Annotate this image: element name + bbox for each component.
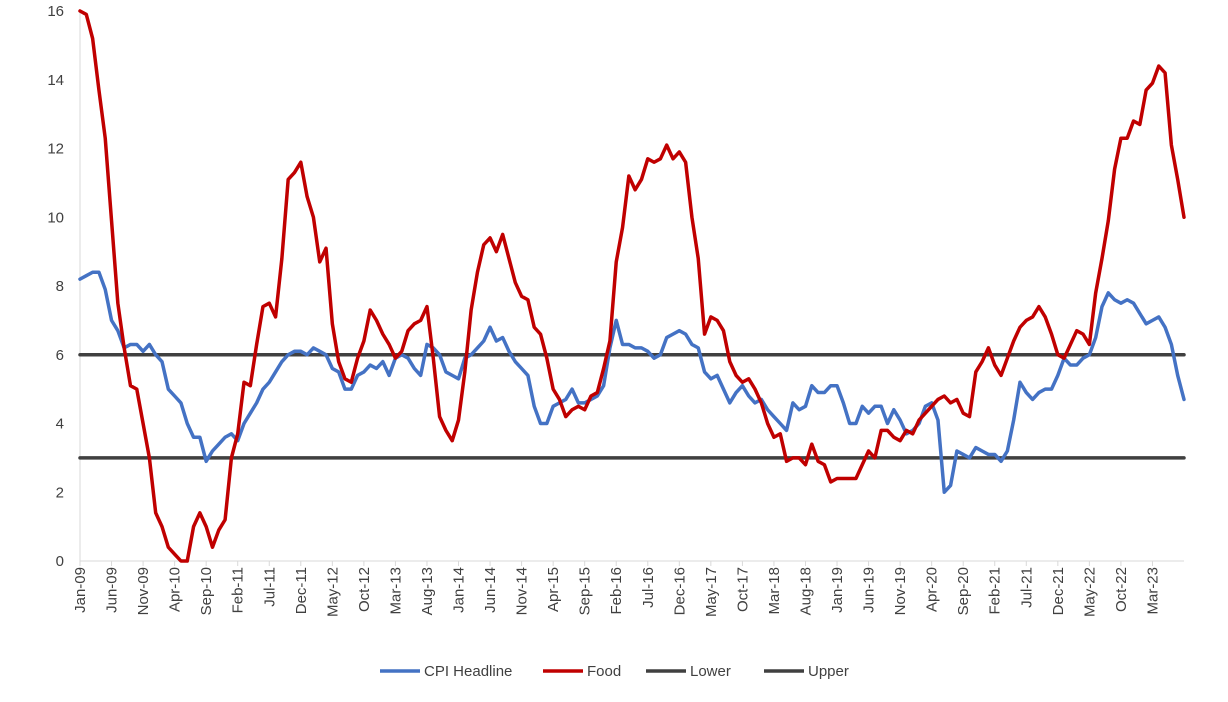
x-tick-label: Jun-14: [482, 567, 499, 613]
x-tick-label: Apr-10: [167, 567, 184, 612]
legend-item-upper: Upper: [764, 663, 849, 680]
y-axis-ticks: 0 2 4 6 8 10 12 14 16: [47, 3, 64, 570]
legend-item-cpi-headline: CPI Headline: [380, 663, 512, 680]
x-tick-label: Dec-11: [293, 567, 310, 614]
x-tick-label: Oct-17: [734, 567, 751, 612]
series-line-food: [78, 9, 1186, 563]
y-tick-label: 4: [56, 416, 64, 433]
x-tick-label: May-22: [1081, 567, 1098, 617]
x-tick-label: Feb-16: [608, 567, 625, 615]
legend-label: Upper: [808, 663, 849, 680]
x-tick-label: Sep-20: [955, 567, 972, 615]
y-tick-label: 16: [47, 3, 64, 20]
x-tick-label: Sep-15: [577, 567, 594, 615]
x-tick-label: Jul-16: [640, 567, 657, 608]
x-tick-label: Jan-09: [72, 567, 89, 613]
x-tick-label: Mar-13: [387, 567, 404, 615]
x-axis-ticks: Jan-09 Jun-09 Nov-09 Apr-10 Sep-10 Feb-11 Jul-…: [72, 561, 1161, 617]
x-tick-label: Nov-14: [514, 567, 531, 615]
x-tick-label: Sep-10: [198, 567, 215, 615]
x-tick-label: Oct-22: [1113, 567, 1130, 612]
x-tick-label: Jun-09: [104, 567, 121, 613]
legend-item-lower: Lower: [646, 663, 731, 680]
axes: [79, 11, 1184, 562]
y-tick-label: 8: [56, 278, 64, 295]
x-tick-label: Jul-21: [1018, 567, 1035, 608]
legend-label: CPI Headline: [424, 663, 512, 680]
x-tick-label: Dec-21: [1050, 567, 1067, 615]
x-tick-label: May-12: [324, 567, 341, 617]
x-tick-label: Dec-16: [671, 567, 688, 615]
x-tick-label: Mar-18: [766, 567, 783, 615]
x-tick-label: Mar-23: [1144, 567, 1161, 615]
legend-label: Lower: [690, 663, 731, 680]
x-tick-label: Nov-09: [135, 567, 152, 615]
x-tick-label: Jan-14: [451, 567, 468, 613]
y-tick-label: 6: [56, 347, 64, 364]
x-tick-label: Jun-19: [861, 567, 878, 613]
x-tick-label: Oct-12: [356, 567, 373, 612]
legend-label: Food: [587, 663, 621, 680]
x-tick-label: Aug-13: [419, 567, 436, 615]
x-tick-label: Jul-11: [261, 567, 278, 607]
x-tick-label: Nov-19: [892, 567, 909, 615]
y-tick-label: 2: [56, 484, 64, 501]
y-tick-label: 12: [47, 141, 64, 158]
x-tick-label: Feb-21: [987, 567, 1004, 615]
y-tick-label: 10: [47, 209, 64, 226]
x-tick-label: May-17: [703, 567, 720, 617]
x-tick-label: Aug-18: [797, 567, 814, 615]
series-lines: [78, 9, 1186, 563]
x-tick-label: Feb-11: [230, 567, 247, 613]
x-tick-label: Apr-15: [545, 567, 562, 612]
x-tick-label: Apr-20: [924, 567, 941, 612]
series-line-cpi-headline: [78, 270, 1186, 494]
legend: CPI Headline Food Lower Upper: [380, 663, 849, 680]
y-tick-label: 0: [56, 553, 64, 570]
y-tick-label: 14: [47, 72, 64, 89]
legend-item-food: Food: [543, 663, 621, 680]
x-tick-label: Jan-19: [829, 567, 846, 613]
